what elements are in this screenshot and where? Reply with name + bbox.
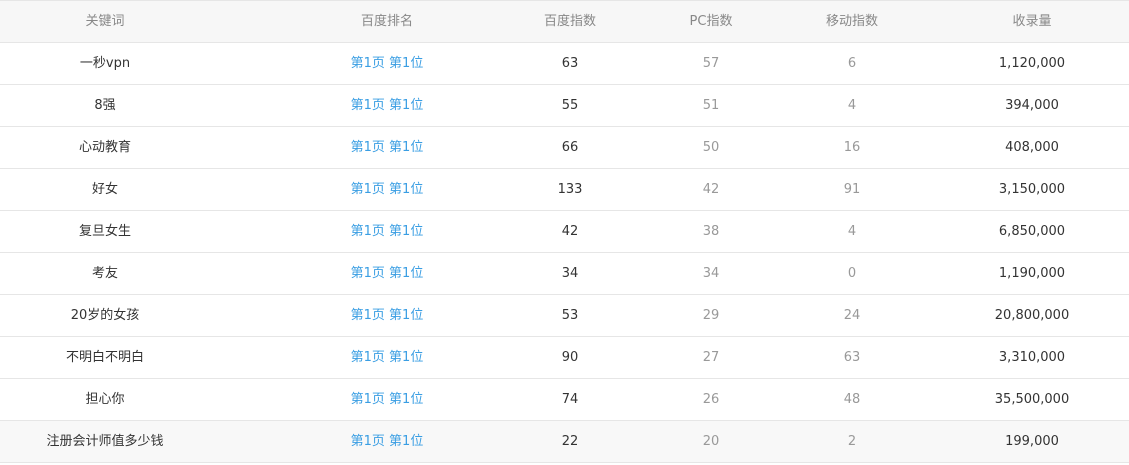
baidu-rank-link[interactable]: 第1页 第1位 [350, 56, 424, 71]
baidu-rank-link[interactable]: 第1页 第1位 [350, 434, 424, 449]
indexed-count-cell: 408,000 [1005, 140, 1059, 155]
indexed-count-cell: 394,000 [1005, 98, 1059, 113]
mobile-index-cell: 6 [847, 56, 857, 71]
mobile-index-cell: 48 [843, 392, 861, 407]
table-row: 复旦女生 第1页 第1位 42 38 4 6,850,000 [0, 211, 1129, 253]
keyword-cell: 8强 [94, 98, 116, 113]
keyword-cell: 心动教育 [78, 140, 132, 155]
baidu-rank-link[interactable]: 第1页 第1位 [350, 266, 424, 281]
indexed-count-cell: 1,190,000 [998, 266, 1066, 281]
mobile-index-cell: 63 [843, 350, 861, 365]
baidu-rank-link[interactable]: 第1页 第1位 [350, 140, 424, 155]
table-row: 20岁的女孩 第1页 第1位 53 29 24 20,800,000 [0, 295, 1129, 337]
mobile-index-cell: 4 [847, 98, 857, 113]
keyword-cell: 担心你 [85, 392, 125, 407]
baidu-rank-link[interactable]: 第1页 第1位 [350, 392, 424, 407]
pc-index-cell: 42 [702, 182, 720, 197]
indexed-count-cell: 35,500,000 [994, 392, 1070, 407]
baidu-index-cell: 22 [561, 434, 579, 449]
baidu-index-cell: 66 [561, 140, 579, 155]
table-row: 心动教育 第1页 第1位 66 50 16 408,000 [0, 127, 1129, 169]
mobile-index-cell: 16 [843, 140, 861, 155]
pc-index-cell: 20 [702, 434, 720, 449]
indexed-count-cell: 199,000 [1005, 434, 1059, 449]
keyword-cell: 不明白不明白 [65, 350, 145, 365]
keyword-cell: 好女 [91, 182, 119, 197]
table-row: 注册会计师值多少钱 第1页 第1位 22 20 2 199,000 [0, 421, 1129, 463]
pc-index-cell: 34 [702, 266, 720, 281]
mobile-index-cell: 24 [843, 308, 861, 323]
pc-index-cell: 38 [702, 224, 720, 239]
pc-index-cell: 29 [702, 308, 720, 323]
keyword-cell: 复旦女生 [78, 224, 132, 239]
table-header: 关键词 百度排名 百度指数 PC指数 移动指数 收录量 [0, 1, 1129, 43]
mobile-index-cell: 4 [847, 224, 857, 239]
baidu-rank-link[interactable]: 第1页 第1位 [350, 98, 424, 113]
pc-index-cell: 50 [702, 140, 720, 155]
baidu-index-cell: 34 [561, 266, 579, 281]
table-row: 不明白不明白 第1页 第1位 90 27 63 3,310,000 [0, 337, 1129, 379]
baidu-index-cell: 74 [561, 392, 579, 407]
keyword-cell: 20岁的女孩 [70, 308, 140, 323]
baidu-rank-link[interactable]: 第1页 第1位 [350, 224, 424, 239]
baidu-index-cell: 42 [561, 224, 579, 239]
baidu-index-cell: 53 [561, 308, 579, 323]
baidu-rank-link[interactable]: 第1页 第1位 [350, 308, 424, 323]
mobile-index-cell: 2 [847, 434, 857, 449]
header-baidu-index[interactable]: 百度指数 [543, 14, 597, 29]
pc-index-cell: 26 [702, 392, 720, 407]
baidu-rank-link[interactable]: 第1页 第1位 [350, 182, 424, 197]
pc-index-cell: 51 [702, 98, 720, 113]
mobile-index-cell: 0 [847, 266, 857, 281]
header-keyword[interactable]: 关键词 [85, 14, 125, 29]
pc-index-cell: 27 [702, 350, 720, 365]
table-row: 好女 第1页 第1位 133 42 91 3,150,000 [0, 169, 1129, 211]
table-row: 担心你 第1页 第1位 74 26 48 35,500,000 [0, 379, 1129, 421]
header-pc-index[interactable]: PC指数 [689, 14, 733, 29]
indexed-count-cell: 3,150,000 [998, 182, 1066, 197]
indexed-count-cell: 1,120,000 [998, 56, 1066, 71]
baidu-index-cell: 90 [561, 350, 579, 365]
indexed-count-cell: 20,800,000 [994, 308, 1070, 323]
keyword-cell: 注册会计师值多少钱 [46, 434, 164, 449]
header-indexed-count[interactable]: 收录量 [1012, 14, 1052, 29]
table-row: 8强 第1页 第1位 55 51 4 394,000 [0, 85, 1129, 127]
pc-index-cell: 57 [702, 56, 720, 71]
mobile-index-cell: 91 [843, 182, 861, 197]
keyword-cell: 一秒vpn [79, 56, 131, 71]
header-mobile-index[interactable]: 移动指数 [825, 14, 879, 29]
table-row: 考友 第1页 第1位 34 34 0 1,190,000 [0, 253, 1129, 295]
header-baidu-rank[interactable]: 百度排名 [360, 14, 414, 29]
indexed-count-cell: 6,850,000 [998, 224, 1066, 239]
baidu-index-cell: 63 [561, 56, 579, 71]
baidu-index-cell: 133 [557, 182, 583, 197]
baidu-rank-link[interactable]: 第1页 第1位 [350, 350, 424, 365]
indexed-count-cell: 3,310,000 [998, 350, 1066, 365]
keyword-cell: 考友 [91, 266, 119, 281]
table-row: 一秒vpn 第1页 第1位 63 57 6 1,120,000 [0, 43, 1129, 85]
baidu-index-cell: 55 [561, 98, 579, 113]
